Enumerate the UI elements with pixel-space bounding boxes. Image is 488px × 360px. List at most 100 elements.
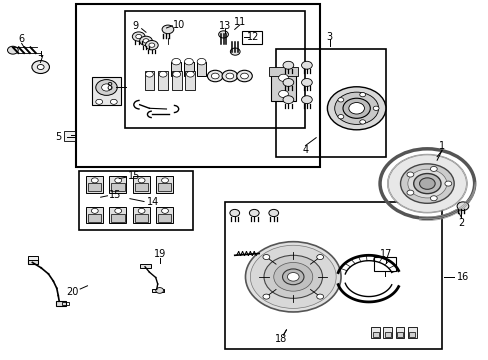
Text: 3: 3 xyxy=(326,32,332,41)
Bar xyxy=(276,49,385,157)
Bar xyxy=(158,183,171,191)
Circle shape xyxy=(419,178,434,189)
Bar xyxy=(183,62,193,76)
Text: 5: 5 xyxy=(55,132,61,142)
Circle shape xyxy=(387,155,466,212)
Circle shape xyxy=(37,64,44,69)
Circle shape xyxy=(102,84,111,91)
Circle shape xyxy=(115,208,122,213)
Circle shape xyxy=(283,78,293,86)
Circle shape xyxy=(249,210,259,217)
Bar xyxy=(268,67,298,76)
Circle shape xyxy=(225,73,233,79)
Circle shape xyxy=(240,73,248,79)
Circle shape xyxy=(91,208,98,213)
Circle shape xyxy=(278,90,288,98)
Circle shape xyxy=(161,178,168,183)
Text: 17: 17 xyxy=(379,248,391,258)
Bar xyxy=(62,302,69,305)
Bar xyxy=(88,214,101,222)
Bar xyxy=(133,176,150,193)
Text: 2: 2 xyxy=(457,218,464,228)
Circle shape xyxy=(268,210,278,217)
Bar xyxy=(125,12,305,128)
Bar xyxy=(158,214,171,222)
Circle shape xyxy=(342,98,369,118)
Text: 7: 7 xyxy=(38,54,44,64)
Bar xyxy=(109,207,126,223)
Text: 8: 8 xyxy=(106,82,112,92)
Circle shape xyxy=(32,60,49,73)
Text: 14: 14 xyxy=(146,197,159,207)
Text: 20: 20 xyxy=(66,287,79,297)
Bar xyxy=(28,259,38,264)
Bar xyxy=(408,332,414,337)
Circle shape xyxy=(149,43,155,47)
Circle shape xyxy=(132,32,145,41)
Circle shape xyxy=(337,114,343,119)
Text: 16: 16 xyxy=(456,272,468,282)
Circle shape xyxy=(264,255,322,298)
Circle shape xyxy=(145,41,158,50)
Circle shape xyxy=(263,294,269,299)
Bar xyxy=(156,207,173,223)
Bar xyxy=(171,62,181,76)
Circle shape xyxy=(334,92,378,125)
Bar xyxy=(133,207,150,223)
Circle shape xyxy=(287,273,299,281)
Circle shape xyxy=(110,99,117,104)
Bar xyxy=(271,69,295,101)
Bar xyxy=(384,332,390,337)
Text: 12: 12 xyxy=(246,32,259,41)
Bar xyxy=(135,183,148,191)
Bar xyxy=(56,301,65,306)
Bar xyxy=(109,176,126,193)
Circle shape xyxy=(406,172,413,177)
Circle shape xyxy=(429,166,436,171)
Circle shape xyxy=(316,255,323,260)
Circle shape xyxy=(283,61,293,69)
Circle shape xyxy=(407,169,446,198)
Circle shape xyxy=(184,58,193,65)
Text: 15: 15 xyxy=(108,190,121,200)
Circle shape xyxy=(278,74,288,81)
Circle shape xyxy=(327,87,385,130)
Circle shape xyxy=(359,93,365,97)
Text: 19: 19 xyxy=(154,248,166,258)
Circle shape xyxy=(145,71,153,77)
Bar xyxy=(135,214,148,222)
Bar xyxy=(185,71,195,90)
Circle shape xyxy=(197,58,205,65)
Text: 9: 9 xyxy=(132,21,139,31)
Circle shape xyxy=(140,36,152,45)
Circle shape xyxy=(138,208,145,213)
Circle shape xyxy=(337,98,343,102)
Circle shape xyxy=(301,96,312,104)
Bar xyxy=(28,256,38,260)
Circle shape xyxy=(136,35,142,39)
Bar xyxy=(88,183,101,191)
Circle shape xyxy=(301,78,312,86)
Bar xyxy=(224,202,441,348)
Circle shape xyxy=(229,210,239,217)
Circle shape xyxy=(156,288,163,293)
Circle shape xyxy=(316,294,323,299)
Circle shape xyxy=(171,58,180,65)
Circle shape xyxy=(172,71,180,77)
Text: 11: 11 xyxy=(233,17,245,27)
Bar xyxy=(79,171,193,230)
Text: 15: 15 xyxy=(127,171,140,181)
Circle shape xyxy=(359,120,365,124)
Circle shape xyxy=(245,242,340,312)
Bar xyxy=(152,289,163,292)
Bar xyxy=(144,71,154,90)
Text: 4: 4 xyxy=(302,144,308,154)
Circle shape xyxy=(429,196,436,201)
Text: 13: 13 xyxy=(219,21,231,31)
Circle shape xyxy=(273,262,312,291)
Bar xyxy=(111,214,124,222)
Circle shape xyxy=(444,181,451,186)
Text: 6: 6 xyxy=(19,35,25,44)
Text: 10: 10 xyxy=(172,20,184,30)
Bar xyxy=(92,77,121,105)
